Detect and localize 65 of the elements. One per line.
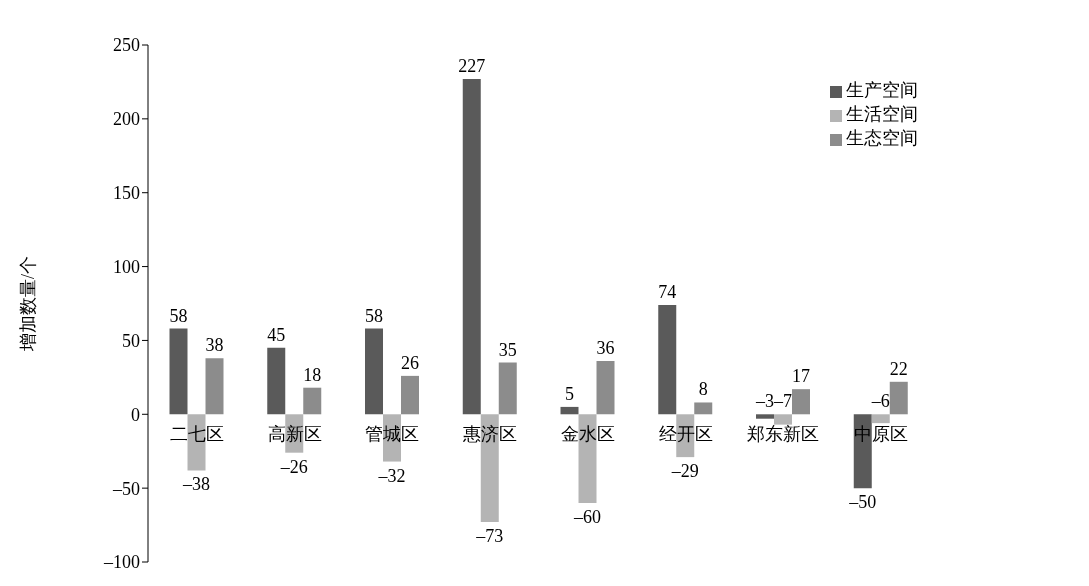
bar [853,414,872,489]
x-tick-label: 金水区 [560,424,615,445]
data-label: –73 [475,526,504,547]
y-tick-label: 50 [122,330,140,351]
bar [187,414,206,471]
y-tick-label: 250 [113,35,140,56]
data-label: 8 [698,379,708,400]
data-label: –6 [870,391,890,412]
bar [871,414,890,424]
bar [303,387,322,415]
legend-label: 生态空间 [846,128,918,148]
legend-label: 生活空间 [846,104,918,124]
legend-label: 生产空间 [846,80,918,100]
bar [658,304,677,415]
data-label: –32 [377,465,406,486]
y-axis-title: 增加数量/个 [18,255,39,353]
y-tick-label: 150 [113,183,140,204]
data-label: 36 [596,338,615,359]
data-label: 74 [658,281,677,302]
data-label: –29 [670,461,699,482]
data-label: –38 [182,474,211,495]
x-tick-label: 经开区 [658,424,713,445]
x-tick-label: 管城区 [365,424,420,445]
bar [169,328,188,415]
bar [480,414,499,523]
y-tick-label: –100 [103,552,140,573]
x-tick-label: 二七区 [169,424,224,445]
bar [560,406,579,415]
data-label: 38 [205,335,224,356]
bar [498,362,517,415]
data-label: 58 [169,305,188,326]
bar [774,414,793,425]
y-tick-label: 0 [131,404,140,425]
data-label: 35 [498,339,517,360]
bar [694,402,713,415]
data-label: 227 [458,55,486,76]
bar [267,347,286,415]
y-tick-label: 100 [113,256,140,277]
bar [889,381,908,415]
x-tick-label: 高新区 [267,424,322,445]
bar [462,78,481,415]
bar [756,414,775,419]
data-label: 45 [267,324,286,345]
bar [365,328,384,415]
data-label: 22 [889,358,908,379]
data-label: 17 [792,366,811,387]
bar [578,414,597,503]
data-label: –26 [279,456,308,477]
data-label: –7 [773,391,793,412]
y-tick-label: –50 [112,478,140,499]
bar [792,389,811,415]
x-tick-label: 惠济区 [462,424,518,445]
bar [205,358,224,415]
data-label: 5 [565,383,575,404]
x-tick-label: 郑东新区 [747,424,820,445]
bar [596,361,615,415]
data-label: 26 [401,352,420,373]
x-tick-label: 中原区 [854,424,909,445]
data-label: –3 [755,391,775,412]
data-label: –60 [573,506,602,527]
y-tick-label: 200 [113,109,140,130]
data-label: 18 [303,364,322,385]
data-label: –50 [848,492,877,513]
data-label: 58 [365,305,384,326]
bar [401,375,420,415]
